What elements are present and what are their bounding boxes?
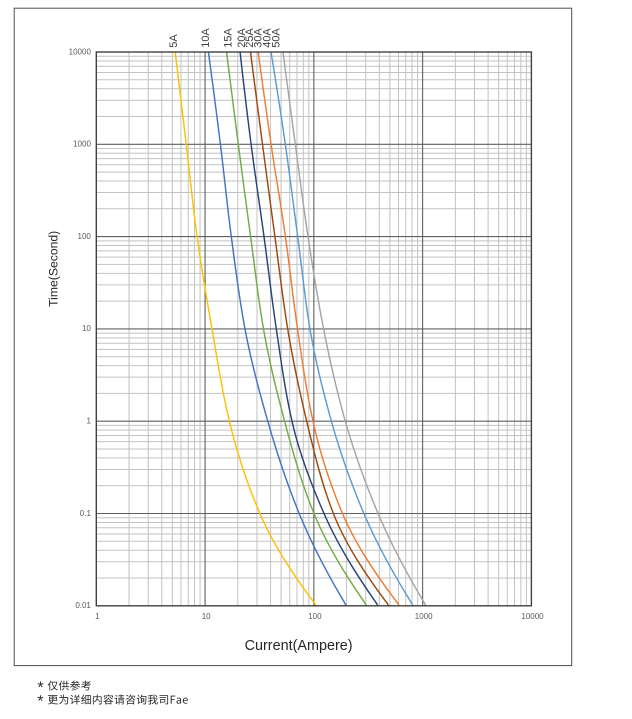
svg-text:10000: 10000 xyxy=(69,47,92,56)
svg-text:50A: 50A xyxy=(270,28,282,48)
svg-text:1000: 1000 xyxy=(73,140,91,149)
svg-text:100: 100 xyxy=(78,232,92,241)
svg-text:10000: 10000 xyxy=(521,612,544,621)
svg-text:100: 100 xyxy=(308,612,322,621)
svg-text:15A: 15A xyxy=(222,28,234,48)
svg-text:10: 10 xyxy=(82,324,91,333)
svg-text:0.1: 0.1 xyxy=(80,509,92,518)
svg-text:1000: 1000 xyxy=(415,612,433,621)
svg-text:Current(Ampere): Current(Ampere) xyxy=(245,638,353,654)
svg-text:5A: 5A xyxy=(168,34,180,48)
svg-text:1: 1 xyxy=(86,417,91,426)
svg-text:Time(Second): Time(Second) xyxy=(47,231,61,307)
svg-text:10: 10 xyxy=(202,612,211,621)
svg-text:1: 1 xyxy=(95,612,100,621)
svg-text:20A: 20A xyxy=(236,28,248,48)
svg-text:25A: 25A xyxy=(244,28,256,48)
svg-text:30A: 30A xyxy=(252,28,264,48)
svg-text:10A: 10A xyxy=(200,28,212,48)
svg-text:0.01: 0.01 xyxy=(75,601,91,610)
svg-text:40A: 40A xyxy=(261,28,273,48)
